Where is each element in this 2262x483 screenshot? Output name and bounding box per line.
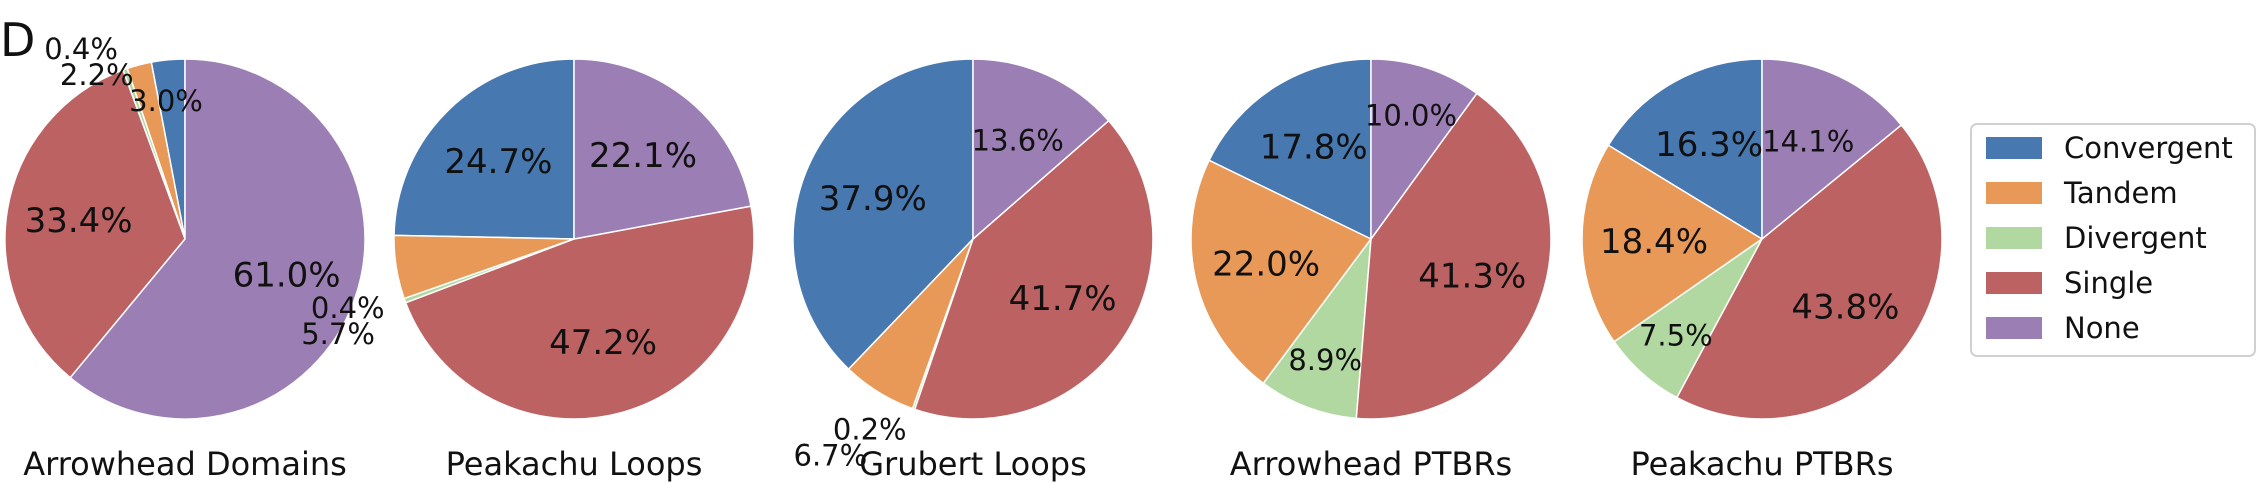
slice-label-arrowhead-ptbrs-none: 10.0% [1365, 99, 1457, 133]
pie-arrowhead-ptbrs: 17.8% 22.0% 41.3% 8.9% 10.0% Arrowhead PTBRs [1190, 58, 1552, 483]
pie-title-peakachu-ptbrs: Peakachu PTBRs [1630, 445, 1893, 483]
pie-title-arrowhead-ptbrs: Arrowhead PTBRs [1230, 445, 1512, 483]
legend-label-divergent: Divergent [2064, 221, 2207, 255]
slice-label-arrowhead-domains-divergent: 0.4% [44, 32, 118, 66]
slice-label-peakachu-loops-single: 47.2% [549, 323, 657, 363]
slice-arrowhead-domains-none [69, 58, 366, 420]
legend-swatch-divergent [1986, 227, 2042, 249]
slice-peakachu-ptbrs-none [1761, 58, 1903, 241]
pie-arrowhead-domains: 33.4% 61.0% 0.4%2.2%3.0% Arrowhead Domains [4, 32, 366, 483]
pies-layer: 33.4%61.0%0.4%2.2%3.0%Arrowhead Domains2… [4, 32, 1943, 483]
slice-arrowhead-ptbrs-tandem [1190, 159, 1373, 385]
slice-label-arrowhead-ptbrs-tandem: 22.0% [1212, 245, 1320, 285]
slice-peakachu-ptbrs-convergent [1607, 58, 1763, 241]
legend: Convergent Tandem Divergent Single None [1970, 123, 2256, 357]
slice-label-peakachu-ptbrs-none: 14.1% [1762, 124, 1854, 158]
slice-arrowhead-ptbrs-convergent [1208, 58, 1372, 241]
slice-label-arrowhead-ptbrs-single: 41.3% [1418, 257, 1526, 297]
slice-label-grubert-loops-none: 13.6% [972, 124, 1064, 158]
slice-label-arrowhead-domains-tandem: 2.2% [60, 58, 134, 92]
legend-swatch-single [1986, 272, 2042, 294]
pie-title-arrowhead-domains: Arrowhead Domains [23, 445, 347, 483]
slice-label-peakachu-ptbrs-convergent: 16.3% [1655, 125, 1763, 165]
slice-grubert-loops-convergent [792, 58, 974, 371]
pie-peakachu-loops: 24.7% 47.2% 22.1% 0.4%5.7% Peakachu Loops [301, 58, 755, 483]
slice-grubert-loops-none [972, 58, 1110, 241]
pie-title-peakachu-loops: Peakachu Loops [446, 445, 703, 483]
slice-label-peakachu-loops-convergent: 24.7% [444, 142, 552, 182]
legend-label-single: Single [2064, 266, 2153, 300]
slice-grubert-loops-single [913, 119, 1154, 420]
slice-label-arrowhead-ptbrs-divergent: 8.9% [1288, 343, 1362, 377]
slice-label-peakachu-ptbrs-divergent: 7.5% [1639, 319, 1713, 353]
slice-label-peakachu-ptbrs-tandem: 18.4% [1600, 222, 1708, 262]
slice-label-arrowhead-domains-convergent: 3.0% [129, 84, 203, 118]
slice-arrowhead-domains-single [4, 69, 186, 379]
slice-arrowhead-ptbrs-single [1355, 92, 1552, 420]
slice-label-arrowhead-domains-none: 61.0% [233, 256, 341, 296]
slice-label-grubert-loops-divergent: 0.2% [833, 412, 907, 446]
slice-label-peakachu-loops-none: 22.1% [589, 136, 697, 176]
slice-peakachu-loops-convergent [393, 58, 575, 240]
slice-label-peakachu-ptbrs-single: 43.8% [1791, 288, 1899, 328]
slice-arrowhead-ptbrs-none [1370, 58, 1478, 242]
pie-peakachu-ptbrs: 16.3% 18.4% 43.8% 14.1% 7.5% Peakachu PTBRs [1581, 58, 1943, 483]
slice-label-grubert-loops-convergent: 37.9% [819, 179, 927, 219]
slice-label-arrowhead-domains-single: 33.4% [25, 201, 133, 241]
legend-swatch-tandem [1986, 182, 2042, 204]
slice-label-peakachu-loops-divergent: 0.4% [311, 291, 385, 325]
slice-peakachu-loops-single [404, 205, 755, 420]
slice-label-grubert-loops-single: 41.7% [1009, 279, 1117, 319]
slice-peakachu-loops-none [573, 58, 752, 240]
legend-label-none: None [2064, 311, 2140, 345]
legend-label-convergent: Convergent [2064, 131, 2233, 165]
slice-peakachu-ptbrs-single [1675, 123, 1943, 420]
pie-grubert-loops: 37.9% 41.7% 13.6% 0.2%6.7%Grubert Loops [792, 58, 1154, 483]
legend-label-tandem: Tandem [2063, 176, 2178, 210]
slice-label-grubert-loops-tandem: 6.7% [794, 438, 868, 472]
slice-peakachu-ptbrs-tandem [1581, 144, 1764, 343]
panel-letter: D [0, 13, 35, 67]
legend-swatch-convergent [1986, 137, 2042, 159]
pie-title-grubert-loops: Grubert Loops [859, 445, 1087, 483]
slice-label-arrowhead-ptbrs-convergent: 17.8% [1260, 128, 1368, 168]
slice-label-peakachu-loops-tandem: 5.7% [301, 317, 375, 351]
slice-arrowhead-ptbrs-divergent [1262, 236, 1372, 420]
legend-swatch-none [1986, 317, 2042, 339]
